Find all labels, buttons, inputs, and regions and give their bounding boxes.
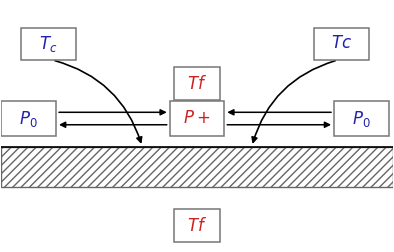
Bar (2, 147, 392, 187)
Text: $P_0$: $P_0$ (19, 109, 38, 129)
FancyBboxPatch shape (314, 27, 369, 60)
FancyBboxPatch shape (2, 101, 56, 136)
FancyBboxPatch shape (169, 101, 225, 136)
Text: $Tc$: $Tc$ (331, 35, 352, 52)
Text: $Tf$: $Tf$ (187, 75, 207, 93)
FancyArrowPatch shape (252, 61, 335, 142)
Text: $P+$: $P+$ (183, 110, 211, 127)
FancyBboxPatch shape (173, 68, 221, 100)
Text: $T_c$: $T_c$ (39, 34, 58, 54)
Text: $Tf$: $Tf$ (187, 217, 207, 235)
FancyBboxPatch shape (173, 209, 221, 242)
FancyBboxPatch shape (21, 27, 76, 60)
FancyBboxPatch shape (334, 101, 389, 136)
Text: $P_0$: $P_0$ (352, 109, 371, 129)
FancyArrowPatch shape (55, 61, 142, 142)
